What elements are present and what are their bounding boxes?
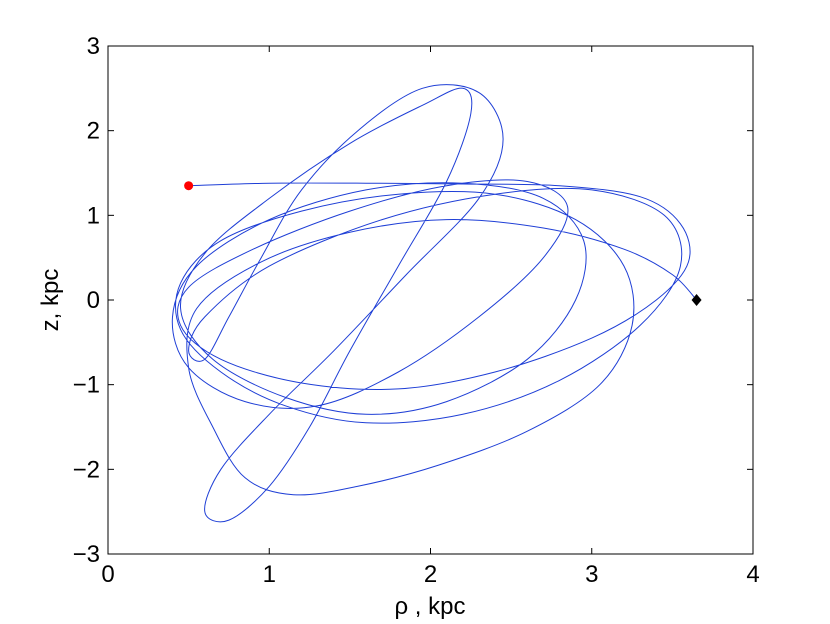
y-tick-label: 3 <box>87 33 100 60</box>
start-marker <box>184 181 194 191</box>
y-axis-title: z, kpc <box>37 269 64 332</box>
plot-area <box>107 45 754 555</box>
x-axis-title: ρ , kpc <box>394 593 465 620</box>
x-tick-label: 4 <box>746 561 759 588</box>
y-tick-labels: −3 −2 −1 0 1 2 3 <box>73 33 100 568</box>
y-tick-label: 1 <box>87 202 100 229</box>
x-tick-label: 3 <box>585 561 598 588</box>
axis-ticks <box>107 45 754 555</box>
markers <box>184 181 702 306</box>
y-tick-label: 0 <box>87 287 100 314</box>
x-tick-label: 0 <box>101 561 114 588</box>
x-tick-label: 1 <box>263 561 276 588</box>
y-tick-label: 2 <box>87 118 100 145</box>
y-tick-label: −2 <box>73 456 100 483</box>
x-tick-label: 2 <box>424 561 437 588</box>
end-marker <box>691 294 702 306</box>
x-tick-labels: 0 1 2 3 4 <box>101 561 759 588</box>
y-tick-label: −1 <box>73 372 100 399</box>
orbit-curves <box>171 84 697 523</box>
orbit-line <box>171 84 697 523</box>
y-tick-label: −3 <box>73 541 100 568</box>
